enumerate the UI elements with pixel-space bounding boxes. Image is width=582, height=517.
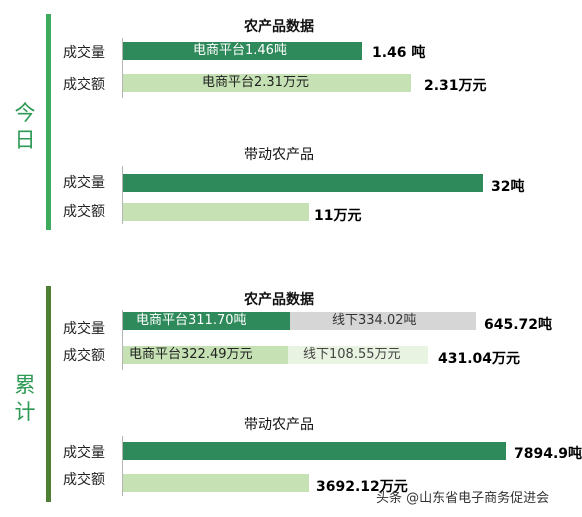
bar-label: 电商平台311.70吨 [136, 313, 247, 328]
section-label-cumulative: 累计 [14, 373, 36, 424]
bar-segment: 电商平台311.70吨 [123, 312, 290, 330]
chart-title: 农产品数据 [244, 19, 314, 35]
bar-label: 电商平台2.31万元 [202, 75, 309, 90]
bar-label: 线下108.55万元 [303, 347, 401, 362]
bar-label: 线下334.02吨 [332, 313, 417, 328]
category-label: 成交量 [63, 445, 105, 461]
value-label: 7894.9吨 [514, 446, 582, 462]
value-label: 2.31万元 [424, 78, 487, 94]
bar [123, 174, 483, 192]
bar [123, 203, 309, 221]
bar [123, 442, 506, 460]
bar-segment: 线下334.02吨 [290, 312, 476, 330]
chart-axis [122, 38, 123, 98]
bar-label: 电商平台322.49万元 [129, 347, 253, 362]
section-label-today: 今日 [14, 101, 36, 152]
value-label: 645.72吨 [484, 317, 553, 333]
category-label: 成交额 [63, 204, 105, 220]
chart-title: 农产品数据 [244, 292, 314, 308]
chart-title: 带动农产品 [244, 417, 314, 433]
value-label: 1.46 吨 [372, 45, 426, 61]
category-label: 成交量 [63, 321, 105, 337]
chart-axis [122, 166, 123, 224]
watermark-text: 头条 @山东省电子商务促进会 [376, 491, 550, 506]
value-label: 431.04万元 [438, 351, 521, 367]
bar: 电商平台1.46吨 [123, 42, 362, 60]
bar-segment: 电商平台322.49万元 [123, 346, 288, 364]
bar [123, 474, 309, 492]
section-bar-cumulative [46, 286, 51, 502]
value-label: 32吨 [491, 179, 525, 195]
category-label: 成交量 [63, 175, 105, 191]
bar: 电商平台2.31万元 [123, 74, 411, 92]
category-label: 成交额 [63, 472, 105, 488]
category-label: 成交量 [63, 45, 105, 61]
category-label: 成交额 [63, 77, 105, 93]
chart-title: 带动农产品 [244, 147, 314, 163]
value-label: 3692.12万元 [316, 479, 408, 495]
bar-segment: 线下108.55万元 [288, 346, 428, 364]
chart-axis [122, 310, 123, 370]
value-label: 11万元 [314, 208, 362, 224]
category-label: 成交额 [63, 348, 105, 364]
chart-axis [122, 436, 123, 496]
bar-label: 电商平台1.46吨 [193, 43, 287, 58]
section-bar-today [46, 14, 51, 230]
